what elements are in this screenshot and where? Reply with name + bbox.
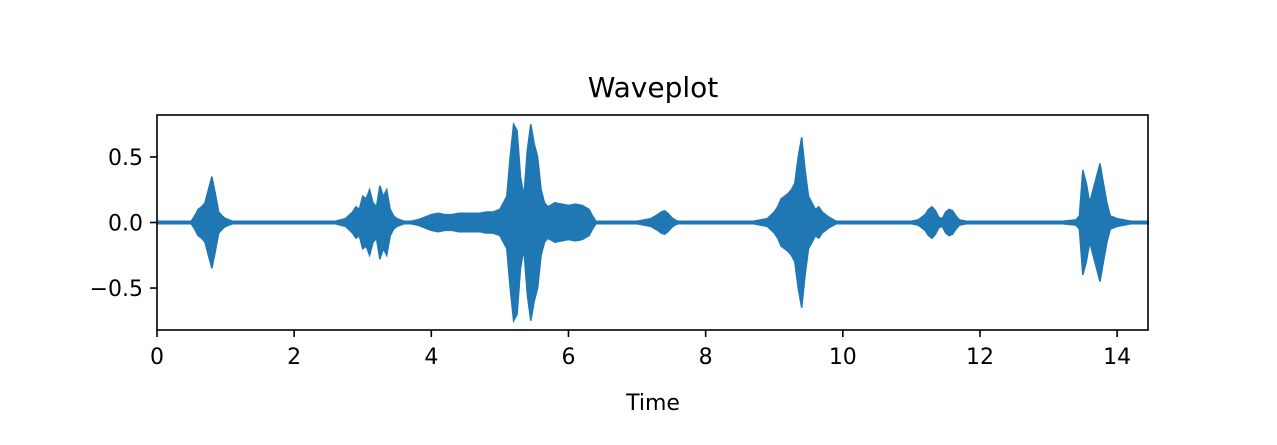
x-tick-label: 8 — [699, 345, 713, 370]
x-tick-label: 2 — [287, 345, 301, 370]
chart-title: Waveplot — [588, 71, 719, 104]
x-tick-label: 6 — [561, 345, 575, 370]
y-axis: 0.5 0.0 −0.5 — [90, 146, 157, 302]
x-tick-label: 14 — [1103, 345, 1131, 370]
x-tick-label: 0 — [150, 345, 164, 370]
plot-area — [156, 121, 1149, 324]
y-tick-label: 0.5 — [108, 146, 143, 171]
x-tick-label: 10 — [829, 345, 857, 370]
x-axis-label: Time — [625, 391, 680, 416]
y-tick-label: 0.0 — [108, 212, 143, 237]
y-tick-label: −0.5 — [90, 277, 143, 302]
x-tick-label: 12 — [966, 345, 994, 370]
x-axis: 0 2 4 6 8 10 12 14 — [150, 330, 1131, 370]
x-tick-label: 4 — [424, 345, 438, 370]
